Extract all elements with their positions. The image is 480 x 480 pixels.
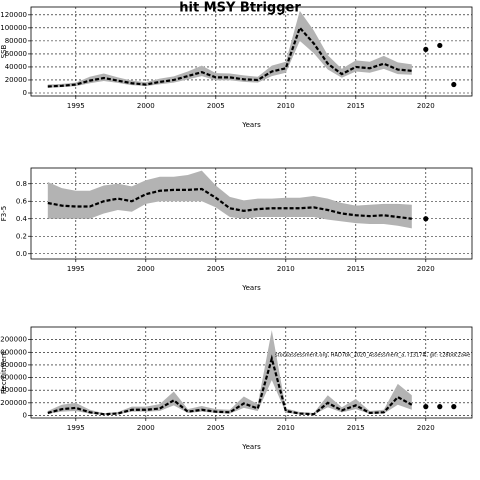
forecast-point (451, 404, 457, 410)
x-tick-label: 2000 (137, 424, 155, 432)
y-tick-label: 120000 (0, 11, 27, 19)
x-tick-label: 2015 (347, 102, 365, 110)
estimate-line (47, 25, 412, 88)
y-tick-label: 40000 (5, 63, 27, 71)
confidence-band (47, 170, 412, 229)
y-tick-label: 800000 (0, 361, 27, 369)
y-axis-label: SSB (0, 44, 8, 58)
x-tick-label: 1995 (67, 102, 85, 110)
confidence-band (47, 330, 412, 415)
y-tick-label: 20000 (5, 76, 27, 84)
x-tick-label: 2015 (347, 265, 365, 273)
x-tick-label: 2005 (207, 265, 225, 273)
x-tick-label: 2020 (417, 265, 435, 273)
forecast-point (437, 404, 443, 410)
x-tick-label: 2020 (417, 102, 435, 110)
x-tick-label: 2005 (207, 102, 225, 110)
forecast-point (451, 81, 457, 88)
x-axis-label: Years (241, 284, 261, 292)
y-tick-label: 0 (23, 411, 27, 419)
x-tick-label: 2000 (137, 102, 155, 110)
y-tick-label: 0.2 (16, 232, 27, 240)
y-tick-label: 80000 (5, 37, 27, 45)
confidence-band (47, 10, 412, 88)
annotation: stockassessment.org, HAD7bk_2020_Assessm… (275, 353, 470, 359)
x-tick-label: 2010 (277, 102, 295, 110)
x-tick-label: 2010 (277, 424, 295, 432)
chart-title: hit MSY Btrigger (179, 1, 301, 16)
y-tick-label: 1000000 (0, 348, 27, 356)
y-tick-label: 0.6 (16, 197, 28, 205)
y-axis-label: Recruitment (0, 351, 8, 394)
x-axis-label: Years (241, 121, 261, 129)
forecast-point (423, 46, 429, 52)
forecast-point (423, 404, 429, 410)
y-tick-label: 600000 (0, 374, 27, 382)
x-tick-label: 2000 (137, 265, 155, 273)
estimate-line (47, 354, 413, 416)
x-axis-label: Years (241, 443, 261, 451)
x-tick-label: 2005 (207, 424, 225, 432)
y-tick-label: 0.8 (16, 180, 27, 188)
plot-frame (30, 326, 473, 419)
x-tick-label: 1995 (67, 265, 85, 273)
y-tick-label: 400000 (0, 386, 27, 394)
y-tick-label: 0.4 (16, 215, 28, 223)
x-tick-label: 1995 (67, 424, 85, 432)
y-tick-label: 100000 (0, 24, 27, 32)
plot-frame (30, 6, 473, 97)
x-tick-label: 2015 (347, 424, 365, 432)
y-tick-label: 0 (23, 89, 27, 97)
forecast-point (423, 216, 429, 222)
y-axis-label: F3-5 (0, 206, 8, 221)
y-tick-label: 0.0 (16, 250, 27, 258)
plot-frame (30, 167, 473, 260)
y-tick-label: 60000 (5, 50, 27, 58)
x-tick-label: 2010 (277, 265, 295, 273)
estimate-line (47, 187, 412, 220)
y-tick-label: 200000 (0, 399, 27, 407)
y-tick-label: 1200000 (0, 336, 27, 344)
forecast-point (437, 42, 443, 49)
x-tick-label: 2020 (417, 424, 435, 432)
